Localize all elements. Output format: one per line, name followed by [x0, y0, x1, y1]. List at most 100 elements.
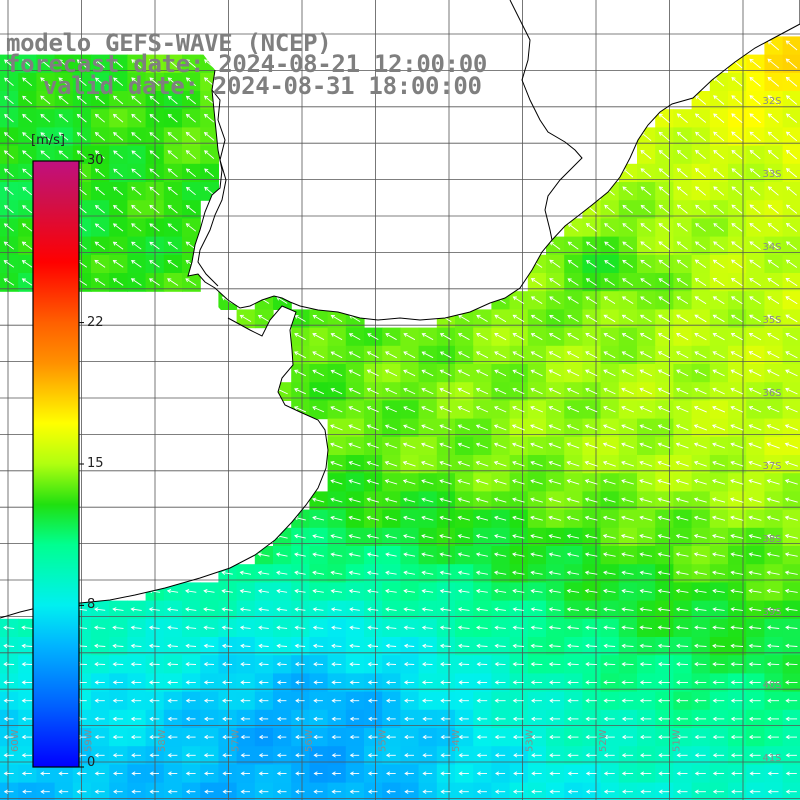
wind-arrow — [3, 698, 14, 703]
wind-arrow — [439, 552, 452, 557]
wind-arrow — [658, 131, 670, 142]
wind-arrow — [3, 662, 15, 667]
wind-arrow — [167, 771, 178, 776]
wind-arrow — [384, 515, 398, 521]
wind-arrow — [548, 570, 561, 575]
wind-arrow — [658, 113, 670, 123]
wind-arrow — [676, 716, 688, 722]
wind-arrow — [185, 150, 197, 160]
wind-arrow — [275, 552, 288, 557]
wind-arrow — [130, 698, 142, 703]
wind-arrow — [475, 534, 489, 539]
wind-arrow — [730, 680, 743, 685]
wind-arrow — [785, 406, 798, 413]
wind-arrow — [658, 259, 670, 268]
wind-arrow — [585, 734, 597, 740]
wind-arrow — [4, 114, 14, 123]
wind-arrow — [421, 607, 433, 612]
wind-arrow — [148, 662, 160, 667]
wind-arrow — [676, 771, 688, 776]
wind-arrow — [258, 588, 269, 594]
wind-arrow — [203, 753, 214, 758]
wind-arrow — [784, 515, 798, 521]
wind-arrow — [403, 588, 415, 594]
wind-arrow — [494, 296, 506, 304]
wind-arrow — [148, 680, 160, 685]
wind-arrow — [713, 241, 725, 250]
wind-arrow — [657, 570, 671, 575]
wind-arrow — [785, 351, 798, 359]
wind-arrow — [367, 734, 378, 740]
wind-arrow — [495, 771, 506, 776]
wind-arrow — [421, 479, 434, 485]
wind-arrow — [749, 314, 762, 323]
wind-arrow — [294, 333, 306, 341]
wind-arrow — [548, 497, 562, 503]
wind-arrow — [493, 570, 507, 575]
wind-arrow — [784, 570, 798, 575]
river-border — [197, 89, 227, 287]
wind-arrow — [785, 625, 798, 630]
wind-arrow — [312, 625, 324, 630]
wind-arrow — [366, 351, 379, 359]
wind-arrow — [603, 479, 616, 485]
land-mask — [0, 0, 800, 618]
wind-arrow — [313, 662, 324, 667]
wind-arrow — [693, 497, 707, 503]
wind-arrow — [113, 168, 123, 177]
wind-arrow — [131, 789, 141, 794]
wind-arrow — [695, 131, 706, 142]
wind-arrow — [640, 204, 652, 214]
wind-arrow — [730, 442, 744, 449]
wind-arrow — [785, 369, 798, 377]
wind-arrow — [694, 351, 707, 359]
wind-arrow — [767, 753, 779, 758]
wind-arrow — [767, 95, 779, 105]
wind-arrow — [748, 460, 762, 467]
wind-arrow — [167, 260, 179, 268]
wind-arrow — [312, 534, 324, 539]
wind-arrow — [512, 515, 525, 521]
wind-arrow — [185, 131, 197, 141]
wind-arrow — [548, 387, 561, 395]
wind-arrow — [567, 753, 579, 758]
wind-arrow — [457, 479, 471, 485]
wind-arrow — [458, 734, 469, 740]
wind-arrow — [639, 588, 652, 594]
wind-arrow — [676, 186, 688, 196]
wind-arrow — [40, 59, 51, 68]
wind-arrow — [348, 406, 361, 413]
wind-arrow — [511, 424, 525, 431]
wind-arrow — [422, 698, 433, 703]
wind-speed-cell — [782, 109, 800, 128]
wind-arrow — [711, 515, 726, 521]
wind-arrow — [676, 387, 689, 395]
wind-arrow — [404, 716, 414, 722]
wind-arrow — [566, 570, 580, 575]
wind-arrow — [603, 351, 616, 359]
wind-arrow — [731, 131, 743, 142]
wind-arrow — [367, 643, 379, 649]
wind-arrow — [94, 716, 105, 722]
wind-arrow — [784, 533, 798, 539]
wind-arrow — [330, 406, 343, 413]
wind-arrow — [584, 406, 598, 413]
wind-arrow — [494, 406, 507, 413]
wind-arrow — [367, 607, 379, 612]
latitude-label: 40S — [762, 680, 781, 691]
wind-arrow — [185, 168, 196, 178]
wind-arrow — [767, 698, 779, 703]
wind-arrow — [385, 351, 398, 359]
wind-arrow — [94, 186, 105, 196]
wind-arrow — [567, 296, 579, 304]
wind-speed-cell — [782, 182, 800, 201]
wind-arrow — [112, 662, 124, 667]
wind-arrow — [331, 789, 342, 794]
wind-arrow — [640, 278, 652, 286]
wind-arrow — [622, 789, 633, 794]
wind-arrow — [785, 643, 798, 649]
wind-arrow — [40, 150, 51, 159]
wind-arrow — [730, 552, 744, 557]
wind-arrow — [731, 789, 743, 794]
wind-arrow — [767, 222, 779, 232]
